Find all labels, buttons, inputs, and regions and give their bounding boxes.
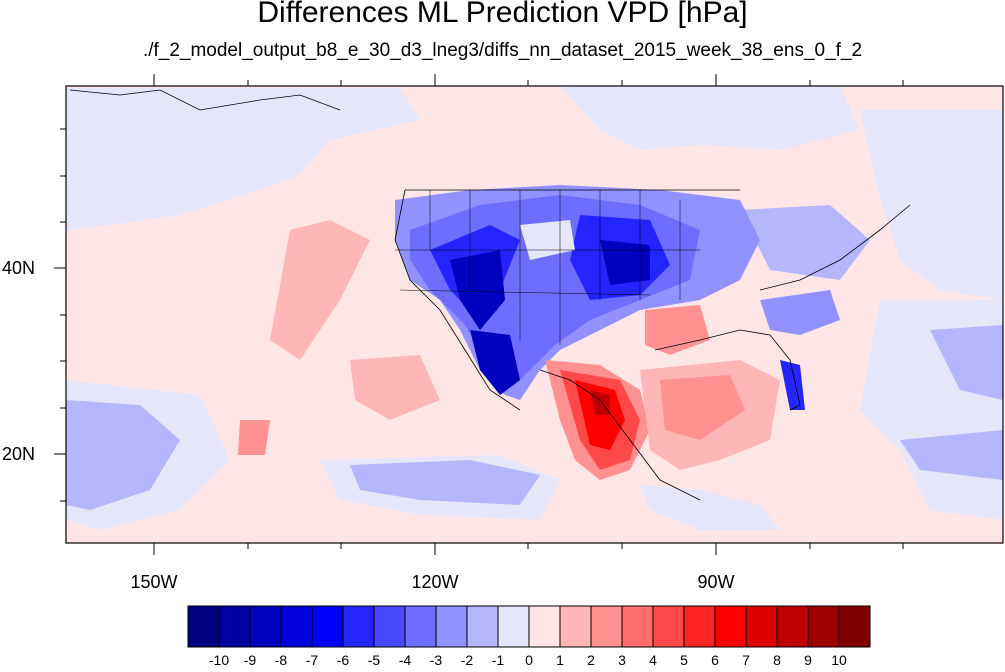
- colorbar-box: [435, 605, 468, 648]
- colorbar-box: [187, 605, 220, 648]
- colorbar: [187, 605, 871, 648]
- colorbar-label: 8: [773, 652, 781, 668]
- lon-label-120w: 120W: [411, 572, 459, 592]
- vpd-difference-field: [66, 86, 1003, 543]
- colorbar-box: [621, 605, 654, 648]
- colorbar-box: [776, 605, 809, 648]
- colorbar-label: 7: [742, 652, 750, 668]
- colorbar-label: 9: [804, 652, 812, 668]
- map-title: Differences ML Prediction VPD [hPa]: [257, 0, 748, 29]
- colorbar-box: [745, 605, 778, 648]
- colorbar-label: -9: [243, 652, 257, 668]
- colorbar-box: [528, 605, 561, 648]
- colorbar-label: -8: [274, 652, 288, 668]
- colorbar-box: [590, 605, 623, 648]
- colorbar-box: [714, 605, 747, 648]
- lat-label-40n: 40N: [2, 258, 36, 278]
- colorbar-box: [311, 605, 344, 648]
- colorbar-label: -5: [367, 652, 381, 668]
- colorbar-box: [807, 605, 840, 648]
- colorbar-label: 3: [618, 652, 626, 668]
- colorbar-box: [218, 605, 251, 648]
- colorbar-box: [838, 605, 871, 648]
- colorbar-label: -10: [208, 652, 230, 668]
- colorbar-box: [342, 605, 375, 648]
- colorbar-box: [373, 605, 406, 648]
- colorbar-label: -1: [491, 652, 505, 668]
- colorbar-box: [466, 605, 499, 648]
- colorbar-label: 10: [831, 652, 847, 668]
- colorbar-label: 2: [587, 652, 595, 668]
- colorbar-label: 1: [556, 652, 564, 668]
- colorbar-box: [404, 605, 437, 648]
- colorbar-label: -7: [305, 652, 319, 668]
- colorbar-label: 0: [525, 652, 533, 668]
- colorbar-box: [497, 605, 530, 648]
- lat-label-20n: 20N: [2, 444, 36, 464]
- colorbar-box: [652, 605, 685, 648]
- colorbar-label: -3: [429, 652, 443, 668]
- colorbar-label: 6: [711, 652, 719, 668]
- map-subtitle: ./f_2_model_output_b8_e_30_d3_lneg3/diff…: [142, 40, 863, 61]
- lon-label-150w: 150W: [130, 572, 178, 592]
- colorbar-box: [280, 605, 313, 648]
- lon-label-90w: 90W: [697, 572, 735, 592]
- colorbar-label: -4: [398, 652, 412, 668]
- colorbar-label: 5: [680, 652, 688, 668]
- colorbar-label: 4: [649, 652, 657, 668]
- colorbar-box: [683, 605, 716, 648]
- colorbar-box: [249, 605, 282, 648]
- colorbar-box: [559, 605, 592, 648]
- colorbar-label: -6: [336, 652, 350, 668]
- colorbar-label: -2: [460, 652, 474, 668]
